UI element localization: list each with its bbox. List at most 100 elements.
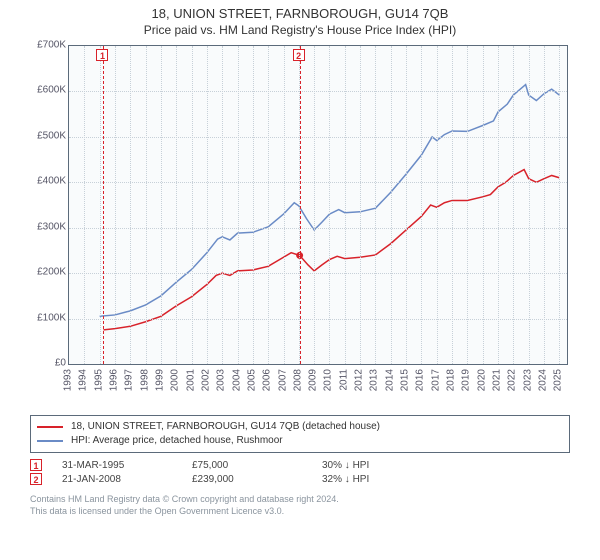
y-tick-label: £100K [37, 312, 66, 323]
x-tick-label: 2002 [200, 369, 211, 391]
event-delta: 32% ↓ HPI [322, 474, 452, 485]
gridline-vertical [84, 46, 85, 364]
event-price: £75,000 [192, 460, 322, 471]
event-delta: 30% ↓ HPI [322, 460, 452, 471]
gridline-vertical [421, 46, 422, 364]
gridline-vertical [406, 46, 407, 364]
gridline-vertical [207, 46, 208, 364]
x-tick-label: 1993 [63, 369, 74, 391]
x-tick-label: 2004 [231, 369, 242, 391]
x-tick-label: 2007 [277, 369, 288, 391]
x-tick-label: 2013 [369, 369, 380, 391]
chart-subtitle: Price paid vs. HM Land Registry's House … [10, 23, 590, 37]
x-tick-label: 1995 [93, 369, 104, 391]
chart-container: 18, UNION STREET, FARNBOROUGH, GU14 7QB … [0, 0, 600, 560]
x-tick-label: 2009 [308, 369, 319, 391]
event-marker: 2 [293, 49, 305, 61]
footer-line-1: Contains HM Land Registry data © Crown c… [30, 493, 570, 505]
y-tick-label: £600K [37, 85, 66, 96]
x-tick-label: 2001 [185, 369, 196, 391]
event-date: 21-JAN-2008 [62, 474, 192, 485]
x-tick-label: 2018 [446, 369, 457, 391]
x-tick-label: 2019 [461, 369, 472, 391]
x-tick-label: 1997 [124, 369, 135, 391]
event-line [300, 46, 301, 364]
x-tick-label: 1998 [139, 369, 150, 391]
gridline-vertical [498, 46, 499, 364]
gridline-horizontal [69, 319, 567, 320]
gridline-vertical [268, 46, 269, 364]
gridline-vertical [513, 46, 514, 364]
chart-title: 18, UNION STREET, FARNBOROUGH, GU14 7QB [10, 6, 590, 21]
x-tick-label: 1994 [78, 369, 89, 391]
gridline-vertical [375, 46, 376, 364]
y-tick-label: £0 [55, 358, 66, 369]
x-tick-label: 2023 [522, 369, 533, 391]
x-tick-label: 2024 [538, 369, 549, 391]
gridline-vertical [452, 46, 453, 364]
gridline-vertical [529, 46, 530, 364]
x-tick-label: 1996 [108, 369, 119, 391]
x-tick-label: 2016 [415, 369, 426, 391]
gridline-vertical [130, 46, 131, 364]
event-row: 2 21-JAN-2008£239,00032% ↓ HPI [30, 473, 570, 485]
gridline-vertical [146, 46, 147, 364]
gridline-horizontal [69, 182, 567, 183]
event-date: 31-MAR-1995 [62, 460, 192, 471]
y-tick-label: £300K [37, 221, 66, 232]
gridline-vertical [544, 46, 545, 364]
gridline-vertical [176, 46, 177, 364]
event-price: £239,000 [192, 474, 322, 485]
gridline-vertical [192, 46, 193, 364]
x-tick-label: 1999 [154, 369, 165, 391]
x-tick-label: 2003 [216, 369, 227, 391]
gridline-vertical [467, 46, 468, 364]
legend-label: 18, UNION STREET, FARNBOROUGH, GU14 7QB … [71, 420, 380, 434]
legend-swatch [37, 440, 63, 442]
chart-area: £0£100K£200K£300K£400K£500K£600K£700K199… [20, 41, 580, 411]
gridline-vertical [222, 46, 223, 364]
line-layer [69, 46, 567, 364]
gridline-vertical [238, 46, 239, 364]
x-tick-label: 2006 [262, 369, 273, 391]
gridline-vertical [437, 46, 438, 364]
gridline-horizontal [69, 91, 567, 92]
x-tick-label: 2017 [430, 369, 441, 391]
gridline-vertical [253, 46, 254, 364]
event-row: 131-MAR-1995£75,00030% ↓ HPI [30, 459, 570, 471]
x-tick-label: 2022 [507, 369, 518, 391]
x-tick-label: 2008 [292, 369, 303, 391]
y-tick-label: £400K [37, 176, 66, 187]
x-tick-label: 2025 [553, 369, 564, 391]
gridline-vertical [329, 46, 330, 364]
x-tick-label: 2005 [246, 369, 257, 391]
x-tick-label: 2000 [170, 369, 181, 391]
gridline-vertical [115, 46, 116, 364]
legend-row: HPI: Average price, detached house, Rush… [37, 434, 563, 448]
y-tick-label: £700K [37, 40, 66, 51]
gridline-vertical [483, 46, 484, 364]
legend-row: 18, UNION STREET, FARNBOROUGH, GU14 7QB … [37, 420, 563, 434]
x-tick-label: 2021 [492, 369, 503, 391]
x-tick-label: 2012 [354, 369, 365, 391]
gridline-horizontal [69, 273, 567, 274]
gridline-vertical [360, 46, 361, 364]
event-number-box: 2 [30, 473, 42, 485]
gridline-vertical [284, 46, 285, 364]
legend-label: HPI: Average price, detached house, Rush… [71, 434, 283, 448]
gridline-horizontal [69, 137, 567, 138]
legend: 18, UNION STREET, FARNBOROUGH, GU14 7QB … [30, 415, 570, 453]
gridline-vertical [314, 46, 315, 364]
plot-region [68, 45, 568, 365]
y-tick-label: £200K [37, 267, 66, 278]
series-property [103, 170, 559, 330]
footer-note: Contains HM Land Registry data © Crown c… [30, 493, 570, 517]
footer-line-2: This data is licensed under the Open Gov… [30, 505, 570, 517]
gridline-horizontal [69, 228, 567, 229]
gridline-vertical [559, 46, 560, 364]
x-tick-label: 2015 [400, 369, 411, 391]
gridline-vertical [391, 46, 392, 364]
event-marker: 1 [96, 49, 108, 61]
x-tick-label: 2020 [476, 369, 487, 391]
event-line [103, 46, 104, 364]
